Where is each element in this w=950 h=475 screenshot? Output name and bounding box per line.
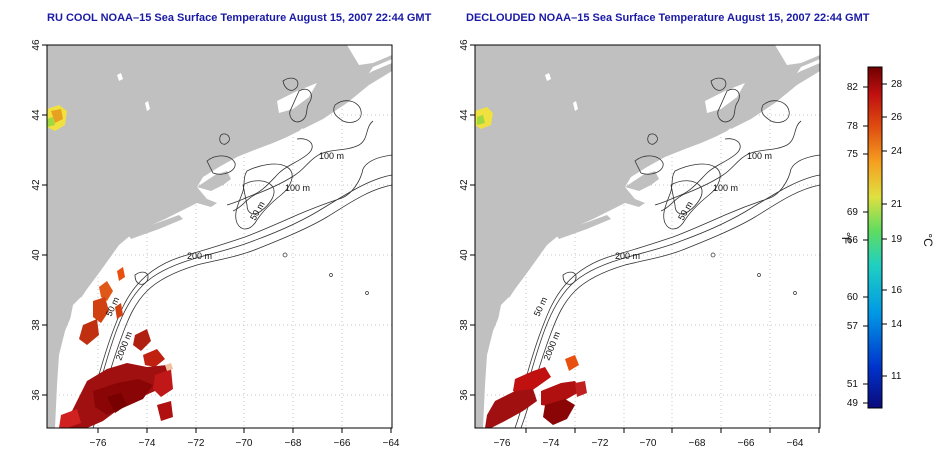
- colorbar-c-tick: 26: [891, 112, 903, 123]
- right-x-tick: −64: [787, 438, 804, 449]
- contour-label-200m: 200 m: [187, 251, 212, 261]
- right-x-tick: −66: [738, 438, 755, 449]
- colorbar-f-tick: 49: [847, 398, 859, 409]
- right-y-tick: 36: [459, 389, 470, 401]
- left-x-tick: −68: [285, 438, 302, 449]
- colorbar-f-tick: 60: [847, 292, 859, 303]
- colorbar-c-tick: 24: [891, 146, 903, 157]
- left-x-tick: −66: [334, 438, 351, 449]
- right-x-tick: −76: [494, 438, 511, 449]
- left-x-tick: −76: [90, 438, 107, 449]
- colorbar-c-tick: 19: [891, 234, 903, 245]
- right-axes: [470, 44, 820, 433]
- right-sst-patches: [475, 107, 587, 428]
- left-x-tick: −74: [139, 438, 156, 449]
- colorbar-c-tick: 11: [891, 371, 902, 382]
- left-sst-patches: [47, 105, 173, 428]
- right-y-tick: 46: [459, 39, 470, 51]
- left-y-tick: 40: [31, 249, 42, 261]
- contour-label-100m-b: 100 m: [713, 183, 738, 193]
- colorbar-celsius-label: °C: [921, 233, 935, 247]
- right-x-tick: −70: [640, 438, 657, 449]
- left-axes: [42, 44, 392, 433]
- colorbar-f-tick: 69: [847, 207, 859, 218]
- right-y-tick: 38: [459, 319, 470, 331]
- left-y-tick: 42: [31, 179, 42, 191]
- left-y-tick: 46: [31, 39, 42, 51]
- right-x-tick: −74: [543, 438, 560, 449]
- colorbar-f-tick: 51: [847, 379, 859, 390]
- colorbar-f-tick: 66: [847, 235, 859, 246]
- right-y-tick: 40: [459, 249, 470, 261]
- right-x-tick: −72: [592, 438, 609, 449]
- right-y-tick: 42: [459, 179, 470, 191]
- left-y-tick: 38: [31, 319, 42, 331]
- left-y-tick: 44: [31, 109, 42, 121]
- right-x-tick: −68: [689, 438, 706, 449]
- contour-label-100m-a: 100 m: [747, 151, 772, 161]
- colorbar-c-tick: 21: [891, 199, 903, 210]
- colorbar-f-tick: 57: [847, 321, 859, 332]
- colorbar-f-tick: 75: [847, 149, 859, 160]
- colorbar-f-tick: 82: [847, 82, 859, 93]
- left-x-tick: −72: [188, 438, 205, 449]
- colorbar-f-tick: 78: [847, 121, 859, 132]
- left-x-tick: −70: [236, 438, 253, 449]
- right-y-tick: 44: [459, 109, 470, 121]
- colorbar-fahrenheit-label: °F: [839, 232, 853, 244]
- left-map-panel: 100 m 100 m 50 m 200 m 50 m 2000 m: [46, 44, 393, 429]
- left-panel-title: RU COOL NOAA–15 Sea Surface Temperature …: [47, 12, 432, 24]
- contour-label-200m: 200 m: [615, 251, 640, 261]
- right-panel-title: DECLOUDED NOAA–15 Sea Surface Temperatur…: [466, 12, 870, 24]
- left-x-tick: −64: [383, 438, 400, 449]
- colorbar-c-tick: 28: [891, 79, 903, 90]
- left-y-tick: 36: [31, 389, 42, 401]
- colorbar-c-tick: 16: [891, 285, 903, 296]
- right-map-panel: 100 m 100 m 50 m 200 m 50 m 2000 m: [474, 44, 821, 429]
- contour-label-100m-b: 100 m: [285, 183, 310, 193]
- colorbar: 82 78 75 69 66 60 57 51 49 28 26 24 21 1…: [839, 66, 935, 409]
- colorbar-c-tick: 14: [891, 319, 903, 330]
- colorbar-gradient: [867, 66, 883, 409]
- contour-label-100m-a: 100 m: [319, 151, 344, 161]
